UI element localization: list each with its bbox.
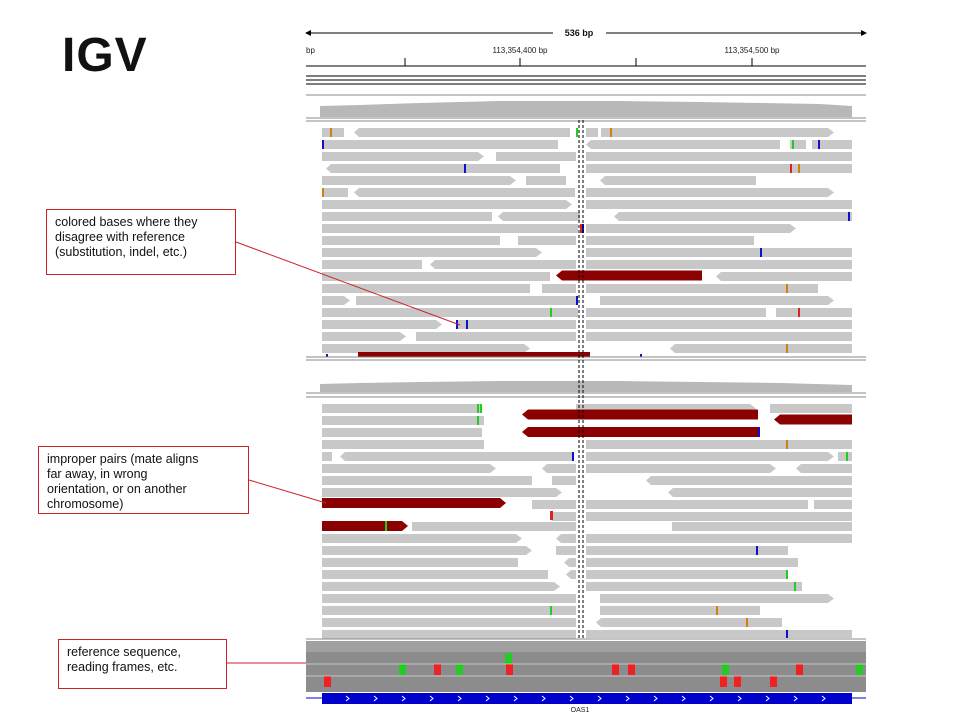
gene-label: OAS1 [571, 707, 590, 714]
improper-pair-reads [322, 409, 852, 531]
callout-improper-pairs: improper pairs (mate aligns far away, in… [38, 446, 249, 514]
span-label: 536 bp [565, 28, 594, 38]
reads [322, 128, 852, 353]
gene-track: OAS1 [306, 693, 866, 714]
coverage-track [320, 381, 852, 392]
improper-pair-read [358, 352, 590, 357]
callout-reference-sequence: reference sequence, reading frames, etc. [58, 639, 227, 689]
ruler: 536 bp bp 113,354,400 bp 113,354,500 bp [305, 28, 867, 85]
callout-connectors [227, 241, 461, 664]
alignment-track-1 [306, 94, 866, 361]
coverage-track [320, 101, 852, 117]
ruler-tick-label: 113,354,400 bp [492, 46, 548, 55]
center-line [578, 120, 584, 640]
mismatch-bases [385, 404, 848, 638]
page-title: IGV [62, 29, 148, 82]
alignment-track-2 [306, 381, 866, 639]
gene-strand-arrows [345, 695, 826, 702]
improper-pair-read [556, 270, 702, 281]
ruler-tick-label: 113,354,500 bp [724, 46, 780, 55]
reads [322, 404, 852, 639]
translation-highlights [324, 653, 863, 687]
reference-sequence-track [306, 638, 866, 692]
callout-colored-bases: colored bases where they disagree with r… [46, 209, 236, 275]
ruler-left-label: bp [306, 46, 315, 55]
mismatch-bases [322, 128, 850, 357]
gene-feature [322, 693, 852, 704]
